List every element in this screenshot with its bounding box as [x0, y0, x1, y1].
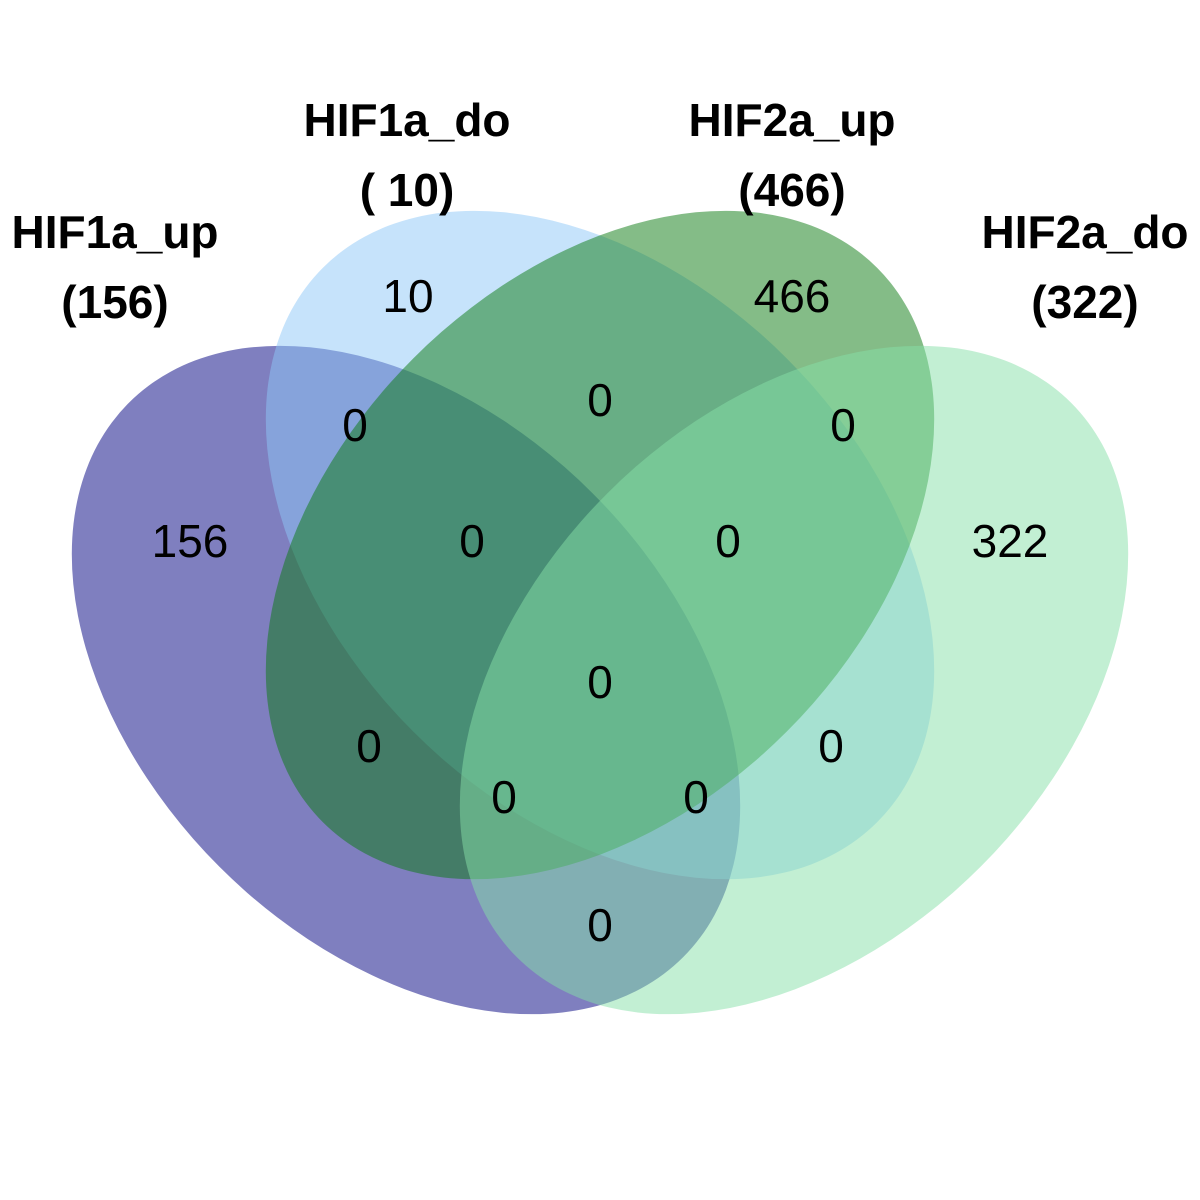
- region-count-hif1a-up-hif2a-up: 0: [356, 720, 382, 772]
- region-count-hif1a-do-hif2a-do: 0: [818, 720, 844, 772]
- set-total-hif1a-do: ( 10): [360, 164, 455, 216]
- region-count-hif1a-up-hif2a-up-hif2a-do: 0: [491, 771, 517, 823]
- region-count-hif1a-up-hif2a-do: 0: [587, 899, 613, 951]
- set-total-hif2a-up: (466): [738, 164, 845, 216]
- region-count-only-hif2a-do: 322: [972, 515, 1049, 567]
- set-total-hif1a-up: (156): [61, 276, 168, 328]
- region-count-hif1a-up-hif1a-do-hif2a-up: 0: [459, 515, 485, 567]
- region-count-hif2a-up-hif2a-do: 0: [830, 399, 856, 451]
- set-name-hif1a-up: HIF1a_up: [11, 206, 218, 258]
- set-name-hif2a-up: HIF2a_up: [688, 94, 895, 146]
- region-count-hif1a-do-hif2a-up-hif2a-do: 0: [715, 515, 741, 567]
- region-count-hif1a-do-hif2a-up: 0: [587, 374, 613, 426]
- region-count-hif1a-up-hif1a-do: 0: [342, 399, 368, 451]
- set-ellipse-hif2a-do: [459, 345, 1129, 1015]
- region-count-only-hif2a-up: 466: [754, 270, 831, 322]
- region-count-all-four: 0: [587, 656, 613, 708]
- region-count-only-hif1a-up: 156: [152, 515, 229, 567]
- region-count-hif1a-up-hif1a-do-hif2a-do: 0: [683, 771, 709, 823]
- set-name-hif2a-do: HIF2a_do: [981, 206, 1188, 258]
- region-count-only-hif1a-do: 10: [382, 270, 433, 322]
- set-name-hif1a-do: HIF1a_do: [303, 94, 510, 146]
- set-total-hif2a-do: (322): [1031, 276, 1138, 328]
